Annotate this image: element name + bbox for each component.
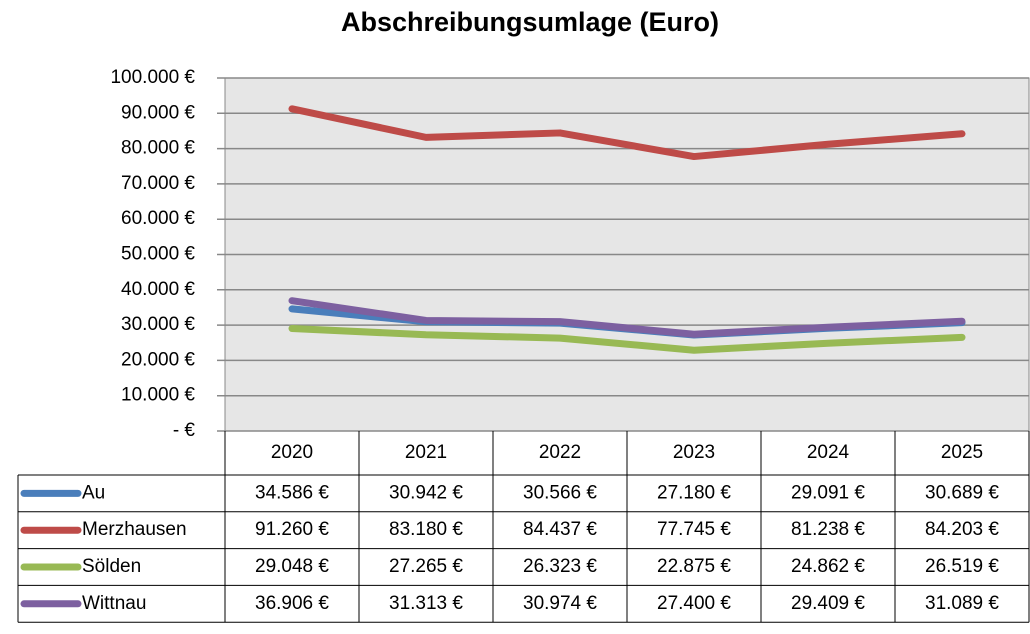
table-cell: 27.265 € [389,556,463,577]
table-cell: 27.180 € [657,482,731,503]
x-tick-label: 2025 [941,442,983,463]
y-tick-label: 20.000 € [121,349,195,370]
y-tick-label: 10.000 € [121,385,195,406]
legend-label: Sölden [82,556,141,577]
y-tick-label: 80.000 € [121,138,195,159]
legend-label: Au [82,482,105,503]
x-tick-label: 2024 [807,442,850,463]
y-tick-label: 90.000 € [121,102,195,123]
table-cell: 30.974 € [523,593,597,614]
table-cell: 22.875 € [657,556,731,577]
x-tick-label: 2023 [673,442,715,463]
table-cell: 29.091 € [791,482,865,503]
table-cell: 29.048 € [255,556,329,577]
table-cell: 26.519 € [925,556,999,577]
y-tick-label: 100.000 € [110,67,195,88]
y-tick-label: 70.000 € [121,173,195,194]
table-cell: 84.437 € [523,519,597,540]
y-tick-label: 60.000 € [121,208,195,229]
table-cell: 81.238 € [791,519,865,540]
table-cell: 84.203 € [925,519,999,540]
table-cell: 24.862 € [791,556,865,577]
table-cell: 31.089 € [925,593,999,614]
series-line [288,324,966,354]
table-cell: 30.566 € [523,482,597,503]
series-line [288,105,966,161]
y-tick-label: 30.000 € [121,314,195,335]
y-tick-label: 40.000 € [121,279,195,300]
table-cell: 30.942 € [389,482,463,503]
table-cell: 36.906 € [255,593,329,614]
series-line [288,297,966,338]
table-cell: 77.745 € [657,519,731,540]
chart-title: Abschreibungsumlage (Euro) [341,7,719,37]
legend-label: Merzhausen [82,519,187,540]
table-cell: 31.313 € [389,593,463,614]
y-tick-label: - € [173,420,196,441]
x-tick-label: 2021 [405,442,447,463]
x-tick-label: 2022 [539,442,581,463]
table-cell: 83.180 € [389,519,463,540]
y-tick-label: 50.000 € [121,244,195,265]
table-cell: 27.400 € [657,593,731,614]
table-cell: 34.586 € [255,482,329,503]
table-cell: 91.260 € [255,519,329,540]
table-cell: 26.323 € [523,556,597,577]
table-cell: 29.409 € [791,593,865,614]
legend-label: Wittnau [82,593,146,614]
x-tick-label: 2020 [271,442,313,463]
table-cell: 30.689 € [925,482,999,503]
